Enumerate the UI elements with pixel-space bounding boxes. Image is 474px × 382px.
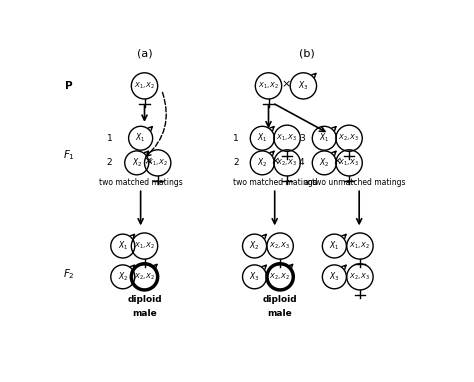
Text: two matched matings: two matched matings: [99, 178, 182, 187]
Text: $\times$: $\times$: [270, 156, 280, 167]
Text: $X_1$: $X_1$: [257, 132, 267, 144]
Text: 1: 1: [107, 134, 112, 143]
Text: $X_1,X_2$: $X_1,X_2$: [134, 241, 155, 251]
Text: $X_1$: $X_1$: [118, 240, 128, 252]
Text: $X_2$: $X_2$: [249, 240, 260, 252]
Text: $X_3$: $X_3$: [329, 270, 340, 283]
Text: $F_1$: $F_1$: [63, 148, 74, 162]
Text: $\times$: $\times$: [332, 156, 342, 167]
Text: $X_1$: $X_1$: [136, 132, 146, 144]
Text: 1: 1: [233, 134, 239, 143]
Text: 4: 4: [299, 159, 305, 167]
Text: $X_1$: $X_1$: [319, 132, 329, 144]
Text: $X_1,X_2$: $X_1,X_2$: [147, 158, 168, 168]
Text: 2: 2: [233, 159, 239, 167]
Text: $X_2$: $X_2$: [131, 157, 142, 169]
Text: $X_2,X_2$: $X_2,X_2$: [134, 272, 155, 282]
Text: 3: 3: [299, 134, 305, 143]
Text: $X_2,X_3$: $X_2,X_3$: [269, 241, 291, 251]
Text: $X_3$: $X_3$: [298, 79, 309, 92]
Text: two matched matings: two matched matings: [233, 178, 317, 187]
Text: and: and: [304, 178, 319, 187]
Text: $X_1,X_3$: $X_1,X_3$: [276, 133, 298, 143]
Text: $X_3$: $X_3$: [249, 270, 260, 283]
Text: diploid: diploid: [263, 295, 298, 304]
Text: $X_1,X_2$: $X_1,X_2$: [258, 81, 279, 91]
Text: $X_2,X_3$: $X_2,X_3$: [276, 158, 298, 168]
Text: $X_2,X_2$: $X_2,X_2$: [269, 272, 291, 282]
Text: male: male: [132, 309, 157, 318]
Text: $\times$: $\times$: [282, 79, 291, 89]
Text: $X_2,X_3$: $X_2,X_3$: [349, 272, 371, 282]
Text: P: P: [65, 81, 73, 91]
Text: (b): (b): [300, 49, 315, 58]
Text: $X_1,X_3$: $X_1,X_3$: [338, 158, 360, 168]
Text: $\times$: $\times$: [143, 156, 153, 167]
Text: male: male: [268, 309, 292, 318]
Text: $F_2$: $F_2$: [63, 268, 74, 282]
Text: (a): (a): [137, 49, 152, 58]
Text: $X_2$: $X_2$: [118, 270, 128, 283]
Text: $X_1,X_2$: $X_1,X_2$: [349, 241, 371, 251]
Text: $X_2$: $X_2$: [319, 157, 329, 169]
Text: diploid: diploid: [127, 295, 162, 304]
Text: $X_2,X_3$: $X_2,X_3$: [338, 133, 360, 143]
Text: $X_1$: $X_1$: [329, 240, 339, 252]
Text: 2: 2: [107, 159, 112, 167]
Text: $X_2$: $X_2$: [257, 157, 267, 169]
Text: two unmatched matings: two unmatched matings: [312, 178, 406, 187]
Text: $X_1,X_2$: $X_1,X_2$: [134, 81, 155, 91]
